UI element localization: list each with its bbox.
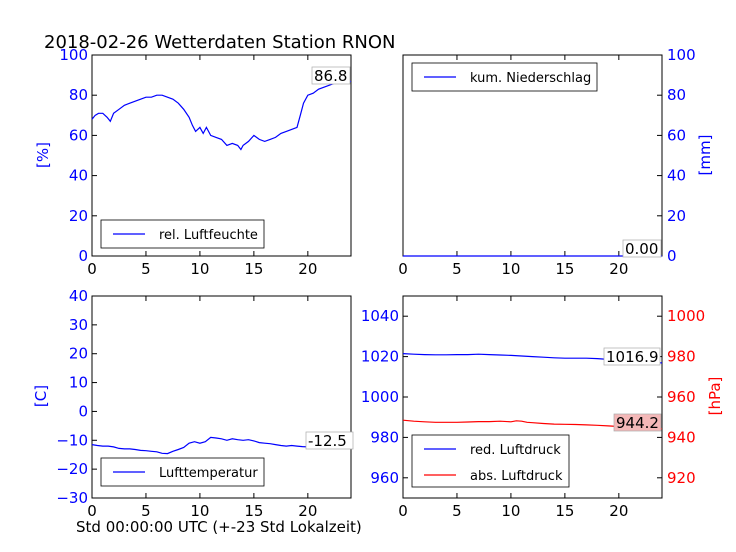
pressure-reduced-annotation-box [603,347,661,366]
humidity-ytick-label: 40 [69,167,88,185]
precip-legend-label: kum. Niederschlag [470,71,591,86]
humidity-xtick-label: 15 [244,260,263,278]
precip-xtick-label: 20 [609,260,628,278]
temperature-ytick-label: 30 [69,316,88,334]
pressure-absolute-annotation: 944.2 [616,414,659,432]
temperature-ytick-label: 10 [69,374,88,392]
precip-xtick-label: 15 [555,260,574,278]
precip-ytick-label: 60 [667,126,686,144]
humidity-xtick-label: 10 [190,260,209,278]
precip-annotation: 0.00 [625,240,658,258]
temperature-ytick-label: 20 [69,345,88,363]
precip-ytick-label: 80 [667,86,686,104]
humidity-ytick-label: 80 [69,86,88,104]
pressure-left-ytick-label: 960 [370,469,399,487]
temperature-xtick-label: 15 [244,502,263,520]
temperature-xtick-label: 0 [87,502,97,520]
humidity-annotation-box [311,66,351,85]
temperature-y-axis-label: [C] [32,385,50,407]
pressure-xtick-label: 0 [398,502,408,520]
temperature-ytick-label: 0 [78,402,88,420]
humidity-ytick-label: 60 [69,126,88,144]
temperature-xtick-label: 20 [298,502,317,520]
humidity-y-axis-label: [%] [34,142,52,168]
precip-y-axis-label: [mm] [696,135,714,176]
pressure-legend [411,434,570,488]
pressure-xtick-label: 15 [555,502,574,520]
pressure-xtick-label: 5 [452,502,462,520]
precip-xtick-label: 10 [501,260,520,278]
precip-ytick-label: 40 [667,167,686,185]
humidity-ytick-label: 20 [69,207,88,225]
pressure-left-ytick-label: 1040 [361,307,399,325]
temperature-xtick-label: 5 [141,502,151,520]
pressure-right-ytick-label: 960 [667,388,696,406]
pressure-right-ytick-label: 1000 [667,307,705,325]
temperature-annotation: -12.5 [308,432,347,450]
pressure-right-ytick-label: 980 [667,348,696,366]
humidity-ytick-label: 100 [59,46,88,64]
humidity-xtick-label: 20 [298,260,317,278]
pressure-left-ytick-label: 1020 [361,348,399,366]
humidity-xtick-label: 5 [141,260,151,278]
temperature-annotation-box [305,431,354,450]
pressure-right-ytick-label: 920 [667,469,696,487]
temperature-ytick-label: −10 [56,431,88,449]
page-title: 2018-02-26 Wetterdaten Station RNON [44,32,395,53]
precip-annotation-box [622,239,662,258]
humidity-annotation: 86.8 [314,67,347,85]
humidity-frame [91,54,352,257]
precip-ytick-label: 0 [667,247,677,265]
pressure-right-ytick-label: 940 [667,428,696,446]
humidity-legend-label: rel. Luftfeuchte [159,228,258,243]
precip-xtick-label: 5 [452,260,462,278]
pressure-absolute-annotation-box [613,413,662,432]
humidity-xtick-label: 0 [87,260,97,278]
pressure-y-axis-label: [hPa] [706,377,724,416]
humidity-ytick-label: 0 [78,247,88,265]
pressure-reduced-annotation: 1016.9 [606,348,659,366]
pressure-xtick-label: 20 [609,502,628,520]
temperature-ytick-label: −30 [56,489,88,507]
temperature-frame [91,295,352,499]
pressure-left-ytick-label: 1000 [361,388,399,406]
pressure-left-ytick-label: 980 [370,428,399,446]
temperature-ytick-label: −20 [56,460,88,478]
temperature-xtick-label: 10 [190,502,209,520]
precip-ytick-label: 100 [667,46,696,64]
pressure-xtick-label: 10 [501,502,520,520]
temperature-legend-label: Lufttemperatur [159,466,258,481]
humidity-series-line [91,80,351,151]
pressure-legend-label: red. Luftdruck [470,443,561,458]
precip-xtick-label: 0 [398,260,408,278]
x-axis-label: Std 00:00:00 UTC (+-23 Std Lokalzeit) [76,518,362,536]
pressure-legend-label: abs. Luftdruck [470,469,563,484]
temperature-ytick-label: 40 [69,287,88,305]
precip-ytick-label: 20 [667,207,686,225]
